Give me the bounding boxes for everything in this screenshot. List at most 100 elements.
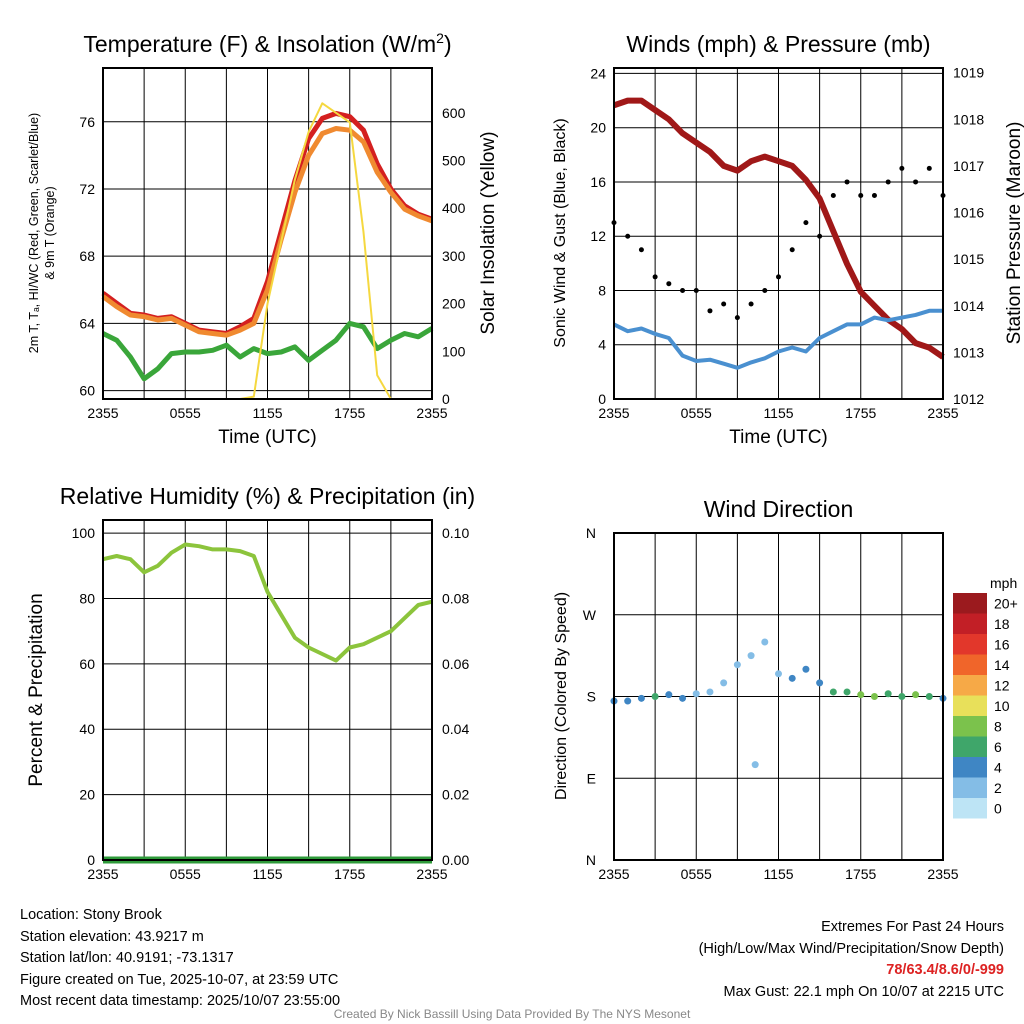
y-tick-label: 72 bbox=[79, 181, 95, 197]
station-info: Location: Stony Brook Station elevation:… bbox=[20, 905, 340, 1013]
direction-point bbox=[857, 691, 865, 699]
elevation-text: Station elevation: 43.9217 m bbox=[20, 928, 204, 945]
x-tick-label: 2355 bbox=[598, 866, 629, 882]
y2-tick-label: 300 bbox=[442, 248, 466, 264]
legend-label: 0 bbox=[994, 800, 1002, 816]
legend-swatch bbox=[953, 736, 987, 757]
y2-tick-label: 0.06 bbox=[442, 656, 469, 672]
y-tick-label: 20 bbox=[79, 787, 95, 803]
x-tick-label: 1155 bbox=[252, 866, 282, 882]
legend-label: 18 bbox=[994, 616, 1010, 632]
x-tick-label: 2355 bbox=[416, 866, 447, 882]
gust-point bbox=[652, 274, 658, 280]
gust-point bbox=[817, 233, 823, 239]
y2-tick-label: 1015 bbox=[953, 251, 984, 267]
x-tick-label: 1755 bbox=[845, 405, 876, 421]
max-gust-text: Max Gust: 22.1 mph On 10/07 at 2215 UTC bbox=[723, 983, 1004, 1000]
plot-frame bbox=[613, 532, 944, 861]
plot-frame bbox=[102, 67, 433, 400]
direction-point bbox=[829, 688, 837, 696]
legend-swatch bbox=[953, 593, 987, 614]
legend-swatch bbox=[953, 798, 987, 819]
x-tick-label: 2355 bbox=[416, 405, 447, 421]
y-axis-label: Percent & Precipitation bbox=[26, 593, 47, 786]
chart-title: Winds (mph) & Pressure (mb) bbox=[626, 31, 930, 57]
y-tick-label: 0 bbox=[87, 852, 95, 868]
y2-tick-label: 1016 bbox=[953, 205, 984, 221]
x-axis-label: Time (UTC) bbox=[218, 427, 317, 448]
y2-axis-label: Station Pressure (Maroon) bbox=[1004, 122, 1024, 345]
legend-title: mph bbox=[990, 575, 1017, 591]
direction-point bbox=[751, 761, 759, 769]
y-tick-label: 0 bbox=[598, 391, 606, 407]
y2-axis-label: Solar Insolation (Yellow) bbox=[478, 131, 499, 334]
y2-tick-label: 1013 bbox=[953, 344, 984, 360]
gust-point bbox=[625, 233, 631, 239]
series-9m-t bbox=[101, 126, 433, 338]
series-2m-td bbox=[101, 320, 434, 382]
gust-point bbox=[762, 287, 768, 293]
y2-tick-label: 400 bbox=[442, 200, 466, 216]
direction-point bbox=[624, 697, 632, 705]
legend-swatch bbox=[953, 613, 987, 634]
gust-point bbox=[844, 179, 850, 185]
chart-title: Relative Humidity (%) & Precipitation (i… bbox=[60, 483, 475, 509]
gust-point bbox=[734, 315, 740, 321]
y-tick-label: 68 bbox=[79, 248, 95, 264]
y-tick-label: 60 bbox=[79, 656, 95, 672]
direction-point bbox=[816, 679, 824, 687]
legend-swatch bbox=[953, 675, 987, 696]
direction-point bbox=[733, 661, 741, 669]
y2-tick-label: 0.10 bbox=[442, 525, 469, 541]
gust-point bbox=[871, 193, 877, 199]
recent-data-text: Most recent data timestamp: 2025/10/07 2… bbox=[20, 993, 341, 1009]
legend-label: 8 bbox=[994, 718, 1002, 734]
y-tick-label: 16 bbox=[590, 174, 606, 190]
y2-tick-label: 500 bbox=[442, 153, 466, 169]
y2-tick-label: 1017 bbox=[953, 158, 984, 174]
extremes-info: Extremes For Past 24 Hours (High/Low/Max… bbox=[699, 917, 1004, 1003]
x-tick-label: 2355 bbox=[87, 405, 118, 421]
y2-tick-label: 1019 bbox=[953, 65, 984, 81]
y-tick-label: N bbox=[586, 852, 596, 868]
direction-point bbox=[775, 670, 782, 678]
legend-swatch bbox=[953, 716, 987, 737]
created-text: Figure created on Tue, 2025-10-07, at 23… bbox=[20, 971, 339, 988]
legend-label: 2 bbox=[994, 780, 1002, 796]
direction-point bbox=[884, 690, 892, 698]
y-axis-label-2: & 9m T (Orange) bbox=[43, 186, 57, 279]
y-tick-label: N bbox=[586, 525, 596, 541]
gust-point bbox=[913, 179, 919, 185]
x-tick-label: 0555 bbox=[681, 405, 712, 421]
direction-point bbox=[637, 694, 645, 702]
y-tick-label: 24 bbox=[590, 65, 606, 81]
extremes-values: 78/63.4/8.6/0/-999 bbox=[886, 962, 1004, 978]
legend-label: 6 bbox=[994, 739, 1002, 755]
x-tick-label: 2355 bbox=[927, 405, 958, 421]
y-tick-label: 40 bbox=[79, 721, 95, 737]
extremes-subtitle: (High/Low/Max Wind/Precipitation/Snow De… bbox=[698, 940, 1004, 957]
gust-point bbox=[666, 281, 672, 287]
location-text: Location: Stony Brook bbox=[20, 907, 162, 923]
y2-tick-label: 100 bbox=[442, 343, 466, 359]
y-tick-label: W bbox=[583, 607, 597, 623]
y2-tick-label: 1014 bbox=[953, 298, 984, 314]
y-tick-label: 12 bbox=[590, 228, 606, 244]
x-tick-label: 2355 bbox=[598, 405, 629, 421]
y-tick-label: 60 bbox=[79, 383, 95, 399]
y2-tick-label: 0.04 bbox=[442, 721, 469, 737]
gust-point bbox=[776, 274, 781, 280]
legend-swatch bbox=[953, 634, 987, 655]
gust-point bbox=[707, 308, 713, 314]
gust-point bbox=[885, 179, 891, 185]
legend-label: 20+ bbox=[994, 595, 1018, 611]
y2-tick-label: 0.00 bbox=[442, 852, 469, 868]
y-tick-label: 20 bbox=[590, 120, 606, 136]
gust-point bbox=[858, 193, 864, 199]
y-axis-label: Direction (Colored By Speed) bbox=[553, 592, 570, 800]
legend-swatch bbox=[953, 777, 987, 798]
gust-point bbox=[748, 301, 754, 307]
gust-point bbox=[899, 165, 905, 171]
y-tick-label: 8 bbox=[598, 282, 606, 298]
plot-frame bbox=[613, 67, 944, 400]
